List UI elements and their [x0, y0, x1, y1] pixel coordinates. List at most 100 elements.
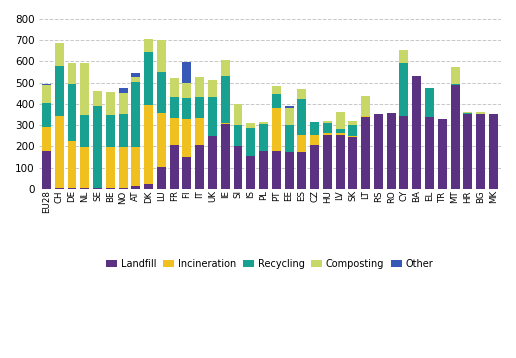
Bar — [157, 166, 166, 189]
Bar — [335, 135, 345, 189]
Bar — [361, 96, 370, 116]
Bar — [323, 123, 332, 133]
Bar — [55, 66, 63, 116]
Bar — [183, 158, 191, 189]
Bar — [183, 118, 191, 158]
Bar — [183, 82, 191, 98]
Bar — [42, 83, 51, 85]
Bar — [144, 52, 153, 105]
Bar — [246, 123, 255, 128]
Bar — [221, 76, 230, 124]
Bar — [170, 118, 179, 145]
Bar — [272, 86, 281, 95]
Bar — [361, 116, 370, 117]
Bar — [144, 184, 153, 189]
Bar — [42, 103, 51, 127]
Bar — [297, 100, 307, 135]
Bar — [170, 145, 179, 189]
Bar — [55, 43, 63, 66]
Bar — [285, 152, 294, 189]
Bar — [119, 113, 127, 147]
Bar — [195, 145, 204, 189]
Bar — [132, 77, 140, 82]
Bar — [348, 137, 358, 189]
Bar — [450, 85, 460, 189]
Bar — [438, 119, 447, 189]
Bar — [450, 67, 460, 84]
Bar — [310, 135, 319, 145]
Bar — [335, 112, 345, 129]
Bar — [386, 113, 396, 189]
Bar — [132, 73, 140, 77]
Bar — [450, 84, 460, 85]
Bar — [489, 113, 498, 189]
Bar — [195, 118, 204, 145]
Bar — [132, 147, 140, 186]
Bar — [183, 98, 191, 118]
Bar — [208, 97, 217, 136]
Bar — [80, 188, 89, 189]
Bar — [374, 113, 383, 189]
Bar — [246, 128, 255, 156]
Bar — [425, 88, 434, 117]
Bar — [157, 40, 166, 72]
Bar — [208, 136, 217, 189]
Bar — [259, 124, 268, 151]
Bar — [106, 115, 115, 147]
Bar — [195, 77, 204, 97]
Bar — [55, 188, 63, 189]
Bar — [132, 82, 140, 147]
Bar — [183, 62, 191, 82]
Bar — [348, 125, 358, 136]
Bar — [132, 186, 140, 189]
Bar — [170, 97, 179, 118]
Bar — [463, 113, 472, 189]
Bar — [335, 129, 345, 132]
Bar — [42, 127, 51, 151]
Bar — [157, 113, 166, 166]
Bar — [285, 108, 294, 125]
Bar — [259, 151, 268, 189]
Bar — [68, 63, 76, 83]
Bar — [476, 112, 485, 113]
Bar — [42, 151, 51, 189]
Bar — [68, 83, 76, 141]
Bar — [157, 72, 166, 113]
Bar — [272, 95, 281, 108]
Bar — [55, 116, 63, 188]
Bar — [285, 125, 294, 152]
Bar — [438, 118, 447, 119]
Bar — [476, 113, 485, 189]
Bar — [93, 91, 102, 106]
Bar — [259, 122, 268, 124]
Bar — [323, 133, 332, 135]
Bar — [425, 117, 434, 189]
Bar — [246, 156, 255, 189]
Bar — [221, 124, 230, 189]
Bar — [361, 117, 370, 189]
Bar — [348, 136, 358, 137]
Bar — [119, 188, 127, 189]
Bar — [348, 121, 358, 125]
Bar — [323, 135, 332, 189]
Bar — [399, 116, 409, 189]
Bar — [208, 81, 217, 97]
Bar — [310, 145, 319, 189]
Bar — [144, 105, 153, 184]
Bar — [106, 188, 115, 189]
Bar — [412, 76, 421, 189]
Bar — [42, 85, 51, 103]
Bar — [463, 112, 472, 113]
Bar — [144, 39, 153, 52]
Bar — [93, 106, 102, 188]
Bar — [93, 188, 102, 189]
Bar — [106, 92, 115, 115]
Bar — [106, 147, 115, 188]
Bar — [323, 121, 332, 123]
Bar — [80, 63, 89, 115]
Bar — [272, 151, 281, 189]
Bar — [234, 146, 243, 189]
Legend: Landfill, Incineration, Recycling, Composting, Other: Landfill, Incineration, Recycling, Compo… — [103, 255, 437, 273]
Bar — [285, 106, 294, 108]
Bar — [234, 105, 243, 125]
